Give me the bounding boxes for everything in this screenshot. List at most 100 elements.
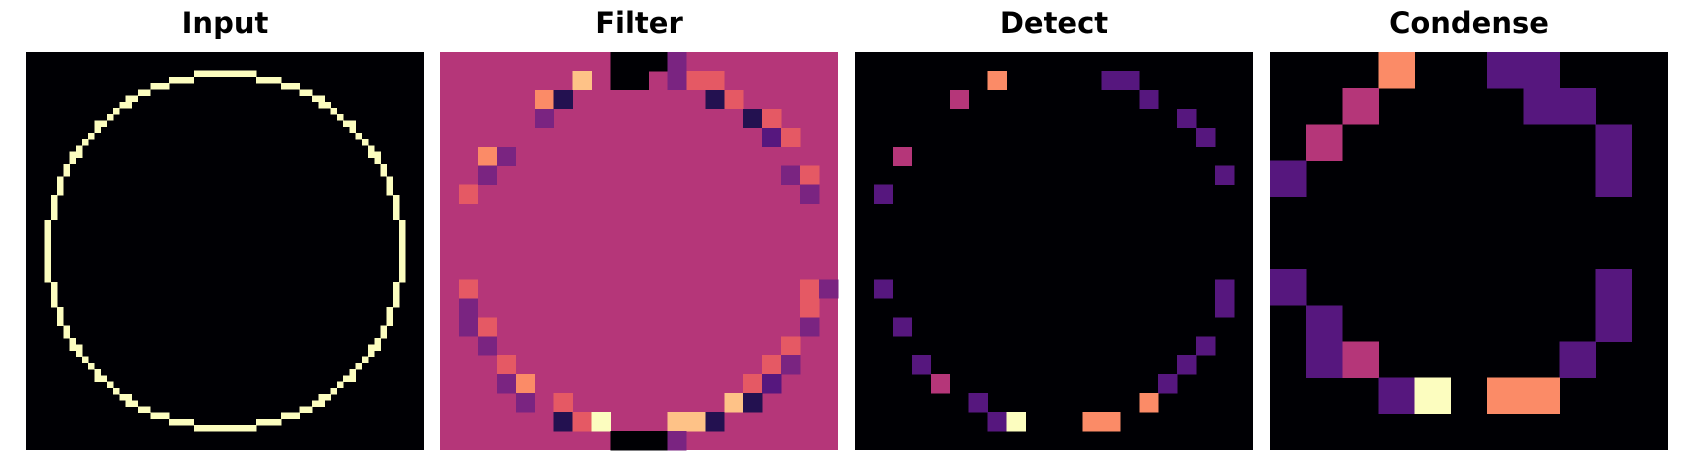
heatmap-cell [610, 431, 630, 451]
ring-pixel [399, 263, 406, 270]
ring-pixel [293, 412, 300, 420]
heatmap-cell [724, 393, 744, 413]
ring-pixel [374, 151, 381, 159]
ring-pixel [69, 338, 77, 345]
ring-pixel [225, 70, 232, 78]
heatmap-cell [1215, 165, 1235, 185]
ring-pixel [63, 170, 70, 177]
ring-pixel [392, 294, 400, 302]
ring-pixel [225, 425, 232, 432]
ring-pixel [81, 139, 89, 146]
ring-pixel [274, 418, 282, 426]
ring-pixel [237, 70, 244, 78]
ring-pixel [249, 425, 257, 432]
heatmap-cell [667, 70, 687, 91]
ring-pixel [237, 425, 244, 432]
heatmap-cell [1595, 269, 1633, 306]
ring-pixel [69, 344, 77, 351]
ring-pixel [44, 232, 52, 239]
ring-pixel [50, 207, 58, 214]
ring-pixel [399, 226, 406, 233]
ring-pixel [399, 238, 406, 246]
ring-pixel [349, 120, 356, 127]
heatmap-cell [762, 108, 782, 129]
heatmap-cell [743, 393, 763, 413]
ring-pixel [293, 83, 300, 90]
ring-pixel [256, 418, 263, 426]
ring-pixel [156, 83, 164, 90]
ring-pixel [44, 238, 52, 246]
ring-pixel [231, 70, 238, 78]
ring-pixel [392, 201, 400, 208]
heatmap-cell [648, 52, 668, 72]
heatmap-cell [515, 393, 536, 413]
panel-title-condense: Condense [1389, 6, 1549, 40]
heatmap-cell [629, 431, 649, 451]
ring-pixel [386, 313, 394, 320]
heatmap-cell [800, 298, 820, 318]
ring-pixel [44, 263, 52, 270]
ring-pixel [200, 425, 207, 432]
condense-panel [1270, 52, 1668, 450]
panel-title-input: Input [181, 6, 269, 40]
heatmap-cell [1559, 341, 1596, 378]
ring-pixel [392, 213, 400, 221]
ring-pixel [299, 406, 307, 413]
ring-pixel [392, 195, 400, 202]
ring-pixel [274, 76, 282, 84]
ring-pixel [330, 107, 338, 115]
heatmap-cell [496, 146, 517, 167]
ring-pixel [169, 418, 176, 426]
ring-pixel [88, 132, 95, 140]
ring-pixel [206, 425, 213, 432]
heatmap-cell [1559, 88, 1596, 125]
heatmap-cell [1139, 89, 1159, 110]
heatmap-cell [892, 317, 913, 337]
heatmap-cell [1595, 124, 1633, 161]
ring-pixel [392, 207, 400, 214]
ring-pixel [392, 288, 400, 295]
heatmap-cell [705, 89, 725, 110]
heatmap-cell [458, 298, 479, 318]
heatmap-cell [515, 374, 536, 394]
ring-pixel [175, 418, 182, 426]
ring-pixel [212, 425, 220, 432]
heatmap-cell [1270, 160, 1307, 198]
ring-pixel [57, 306, 64, 314]
ring-pixel [113, 107, 120, 115]
heatmap-cell [572, 412, 592, 432]
ring-pixel [57, 188, 64, 196]
ring-pixel [243, 70, 251, 78]
heatmap-cell [1595, 305, 1633, 342]
ring-pixel [392, 300, 400, 308]
ring-pixel [181, 76, 188, 84]
ring-pixel [187, 418, 195, 426]
ring-pixel [100, 375, 108, 382]
ring-pixel [63, 163, 70, 171]
ring-pixel [75, 145, 83, 152]
panel-background [1270, 52, 1668, 450]
heatmap-cell [1523, 52, 1560, 89]
ring-pixel [44, 269, 52, 277]
ring-pixel [50, 213, 58, 221]
ring-pixel [50, 294, 58, 302]
ring-pixel [374, 338, 381, 345]
ring-pixel [218, 70, 226, 78]
ring-pixel [187, 76, 195, 84]
heatmap-cell [762, 355, 782, 375]
ring-pixel [193, 425, 201, 432]
ring-pixel [81, 356, 89, 364]
heatmap-cell [1215, 298, 1235, 318]
ring-pixel [330, 387, 338, 395]
ring-pixel [380, 163, 387, 171]
ring-pixel [169, 76, 176, 84]
filter-panel [440, 52, 839, 451]
ring-pixel [200, 70, 207, 78]
heatmap-cell [1523, 377, 1560, 415]
heatmap-cell [1101, 70, 1121, 91]
ring-pixel [212, 70, 220, 78]
panel-background [26, 52, 424, 450]
ring-pixel [125, 394, 133, 401]
ring-pixel [50, 282, 58, 289]
ring-pixel [119, 101, 126, 109]
